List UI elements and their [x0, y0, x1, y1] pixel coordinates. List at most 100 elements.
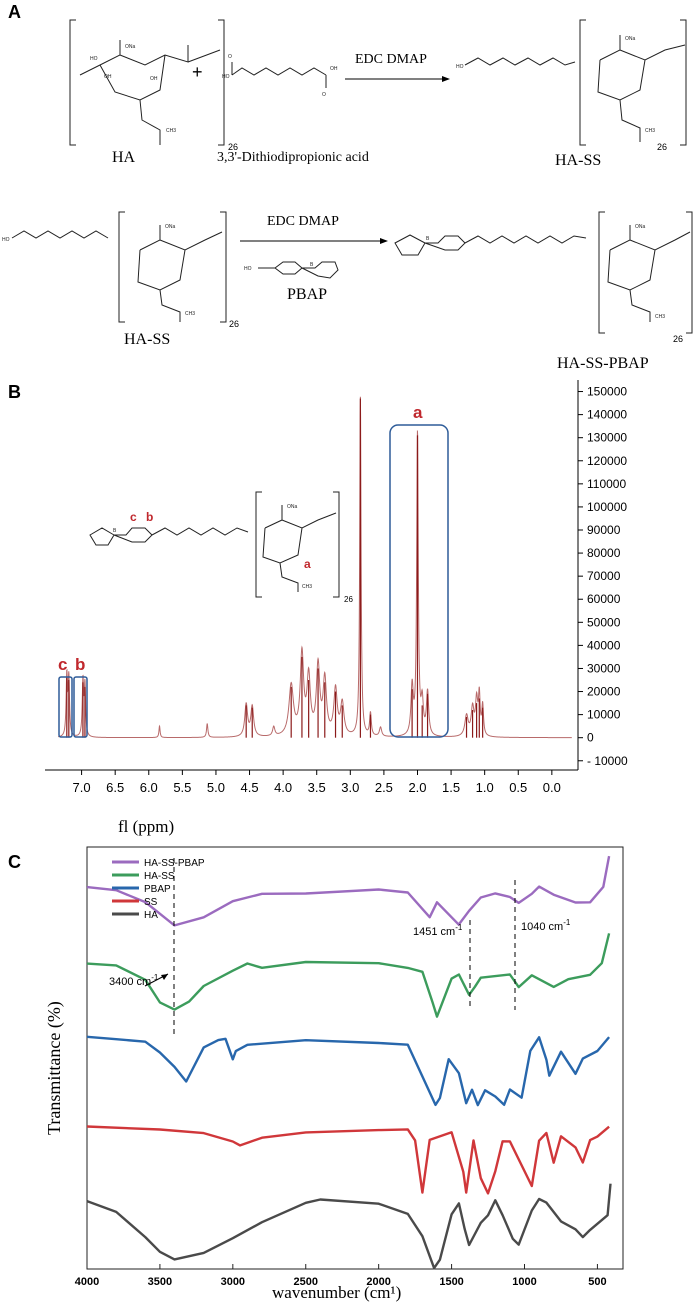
- nmr-x-tick-label: 0.5: [509, 780, 527, 795]
- svg-text:B: B: [426, 236, 430, 242]
- nmr-x-tick-label: 2.0: [408, 780, 426, 795]
- ha-structure: ONa OH OH HO CH3 26: [69, 19, 238, 152]
- nmr-y-tick-label: 120000: [587, 454, 627, 468]
- svg-text:OH: OH: [150, 76, 158, 82]
- svg-text:CH3: CH3: [185, 311, 195, 317]
- annotation-1451: 1451 cm-1: [413, 923, 463, 938]
- nmr-x-tick-label: 3.5: [308, 780, 326, 795]
- nmr-y-tick-label: 50000: [587, 615, 621, 629]
- ftir-x-tick-label: 2500: [294, 1276, 318, 1288]
- svg-text:OH: OH: [104, 74, 112, 80]
- struct-label-c: c: [130, 510, 137, 524]
- nmr-chart: 1500001400001300001200001100001000009000…: [45, 380, 628, 836]
- nmr-x-tick-label: 2.5: [375, 780, 393, 795]
- annotation-3400: 3400 cm-1: [109, 973, 159, 988]
- ftir-x-tick-label: 3000: [221, 1276, 245, 1288]
- legend-label: SS: [144, 897, 158, 908]
- legend-label: HA-SS: [144, 871, 175, 882]
- ha-ss-start-structure: HO ONa CH3 26: [2, 211, 239, 329]
- nmr-x-tick-label: 5.0: [207, 780, 225, 795]
- nmr-y-tick-label: 110000: [587, 477, 626, 491]
- svg-text:OH: OH: [330, 66, 338, 72]
- nmr-x-tick-label: 4.0: [274, 780, 292, 795]
- nmr-y-tick-label: 60000: [587, 592, 621, 606]
- svg-text:B: B: [310, 262, 314, 268]
- svg-text:CH3: CH3: [166, 128, 176, 134]
- ftir-series-ha: [86, 1183, 612, 1270]
- panel-a-label: A: [8, 2, 21, 22]
- nmr-y-tick-label: 20000: [587, 685, 621, 699]
- nmr-x-tick-label: 5.5: [173, 780, 191, 795]
- ftir-ylabel: Transmittance (%): [44, 1001, 65, 1135]
- ftir-x-tick-label: 4000: [75, 1276, 99, 1288]
- ftir-x-tick-label: 2000: [366, 1276, 390, 1288]
- ha-ss-pbap-label: HA-SS-PBAP: [557, 355, 649, 372]
- ftir-xlabel: wavenumber (cm¹): [272, 1283, 401, 1302]
- nmr-y-tick-label: 10000: [587, 708, 621, 722]
- peak-c-box: [58, 676, 73, 738]
- conditions-row1: EDC DMAP: [355, 52, 427, 67]
- ftir-series-ss: [86, 1125, 610, 1195]
- peak-b-box: [73, 676, 88, 738]
- svg-text:HO: HO: [2, 237, 10, 243]
- panel-c-label: C: [8, 852, 21, 872]
- ha-ss-pbap-repeat: 26: [673, 334, 683, 344]
- annotation-1040: 1040 cm-1: [521, 918, 571, 933]
- nmr-y-tick-label: 70000: [587, 569, 621, 583]
- pbap-structure: HO B: [244, 261, 339, 279]
- peak-a-label: a: [413, 403, 423, 422]
- nmr-y-tick-label: 40000: [587, 638, 621, 652]
- nmr-y-tick-label: 100000: [587, 500, 627, 514]
- ftir-series-ha-ss-pbap: [86, 855, 611, 927]
- nmr-y-tick-label: 130000: [587, 431, 627, 445]
- svg-text:B: B: [113, 528, 117, 534]
- ha-label: HA: [112, 149, 136, 166]
- ha-ss-label-row2: HA-SS: [124, 331, 170, 348]
- ftir-x-tick-label: 3500: [148, 1276, 172, 1288]
- svg-text:ONa: ONa: [635, 224, 646, 230]
- ftir-series-pbap: [86, 1035, 611, 1107]
- svg-text:HO: HO: [244, 266, 252, 272]
- ftir-x-tick-label: 1000: [512, 1276, 536, 1288]
- ftir-x-tick-label: 1500: [439, 1276, 463, 1288]
- peak-c-label: c: [58, 655, 67, 674]
- nmr-y-tick-label: 80000: [587, 546, 621, 560]
- ftir-frame: [86, 846, 624, 1270]
- ha-ss-repeat: 26: [657, 142, 667, 152]
- annotation-3400-arrowhead: [161, 974, 168, 980]
- svg-text:ONa: ONa: [625, 36, 636, 42]
- ha-ss-label-row1: HA-SS: [555, 152, 601, 169]
- struct-label-a: a: [304, 557, 311, 571]
- nmr-x-tick-label: 4.5: [240, 780, 258, 795]
- nmr-x-tick-label: 1.5: [442, 780, 460, 795]
- struct-label-b: b: [146, 510, 153, 524]
- ftir-chart: 4000 3500 3000 2500 2000 1500 1000 500 HA-SS-PB…: [44, 846, 624, 1302]
- nmr-x-tick-label: 1.0: [476, 780, 494, 795]
- peak-b-label: b: [75, 655, 85, 674]
- nmr-y-tick-label: 30000: [587, 661, 621, 675]
- nmr-y-tick-label: - 10000: [587, 754, 628, 768]
- ha-repeat: 26: [228, 142, 238, 152]
- svg-text:HO: HO: [456, 64, 464, 70]
- svg-text:CH3: CH3: [655, 314, 665, 320]
- nmr-y-tick-label: 0: [587, 731, 594, 745]
- legend-label: HA-SS-PBAP: [144, 858, 205, 869]
- ftir-x-tick-label: 500: [588, 1276, 606, 1288]
- legend-label: HA: [144, 910, 158, 921]
- ha-ss-start-repeat: 26: [229, 319, 239, 329]
- svg-text:O: O: [228, 54, 232, 60]
- svg-text:CH3: CH3: [645, 128, 655, 134]
- plus-sign: +: [192, 62, 203, 82]
- pbap-label: PBAP: [287, 286, 327, 303]
- svg-text:CH3: CH3: [302, 584, 312, 590]
- nmr-xlabel: fl (ppm): [118, 817, 174, 836]
- svg-text:ONa: ONa: [287, 504, 298, 510]
- svg-text:ONa: ONa: [125, 44, 136, 50]
- nmr-x-tick-label: 7.0: [73, 780, 91, 795]
- dithiodipropionic-acid-structure: HO O OH O: [222, 54, 338, 98]
- arrow-head-1: [442, 76, 450, 82]
- svg-text:O: O: [322, 92, 326, 98]
- svg-text:HO: HO: [90, 56, 98, 62]
- panel-b-label: B: [8, 382, 21, 402]
